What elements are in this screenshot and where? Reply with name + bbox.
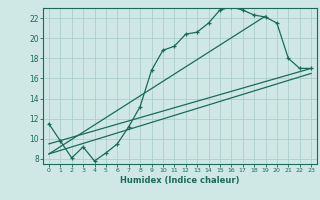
X-axis label: Humidex (Indice chaleur): Humidex (Indice chaleur) bbox=[120, 176, 240, 185]
